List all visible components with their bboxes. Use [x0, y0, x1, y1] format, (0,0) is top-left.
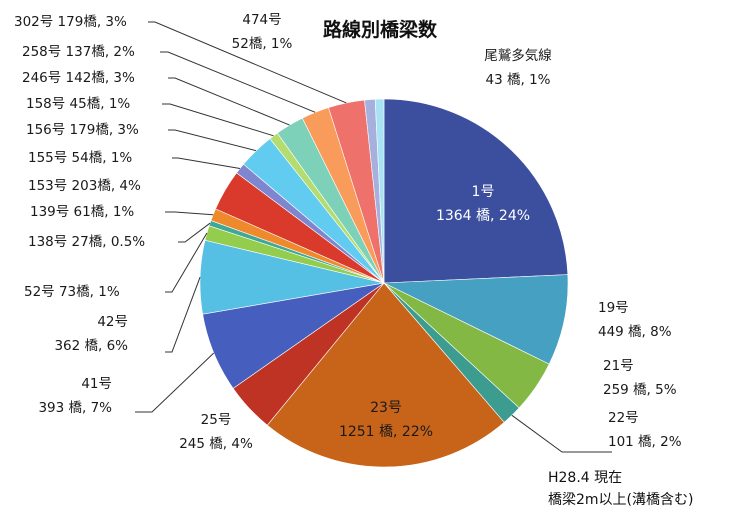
slice-label-name: 52号 73橋, 1% — [24, 284, 120, 300]
leader-line — [148, 21, 347, 104]
slice-label-name: 246号 142橋, 3% — [22, 70, 135, 86]
slice-label-name: 23号 — [370, 400, 402, 416]
leader-line — [511, 414, 612, 453]
slice-label-name: 153号 203橋, 4% — [28, 178, 141, 194]
leader-line — [178, 222, 211, 243]
chart-note-scope: 橋梁2m以上(溝橋含む) — [548, 492, 693, 508]
slice-label-name: 25号 — [201, 412, 232, 428]
pie-slice — [266, 282, 505, 468]
slice-label-value: 1364 橋, 24% — [436, 208, 530, 224]
slice-label-value: 52橋, 1% — [232, 36, 293, 52]
slice-label-name: 22号 — [608, 410, 639, 426]
leader-line — [165, 232, 208, 293]
slice-label-value: 43 橋, 1% — [486, 72, 551, 88]
slice-label-name: 19号 — [598, 300, 629, 316]
slice-label-name: 158号 45橋, 1% — [26, 96, 130, 112]
leader-line — [162, 103, 274, 137]
slice-labels: 1号 1364 橋, 24% 19号 449 橋, 8% 21号 259 橋, 5% 22号… — [14, 12, 682, 452]
slice-label-value: 449 橋, 8% — [598, 324, 672, 340]
slice-label-value: 1251 橋, 22% — [339, 424, 433, 440]
chart-note-date: H28.4 現在 — [548, 470, 622, 486]
slice-label-value: 393 橋, 7% — [38, 400, 112, 416]
slice-label-name: 41号 — [81, 376, 112, 392]
leader-line — [165, 276, 201, 353]
leader-line — [165, 211, 214, 216]
slice-label-value: 259 橋, 5% — [603, 382, 677, 398]
slice-label-name: 尾鷲多気線 — [484, 47, 552, 64]
slice-label-name: 258号 137橋, 2% — [22, 44, 135, 60]
slice-label-value: 245 橋, 4% — [179, 436, 253, 452]
slice-label-name: 302号 179橋, 3% — [14, 14, 127, 30]
slice-label-name: 1号 — [472, 184, 495, 200]
leader-lines — [135, 21, 612, 453]
leader-line — [168, 77, 290, 126]
slice-label-name: 139号 61橋, 1% — [30, 204, 134, 220]
pie-slice — [374, 98, 385, 284]
leader-line — [172, 157, 241, 169]
slice-label-value: 101 橋, 2% — [608, 434, 682, 450]
chart-title: 路線別橋梁数 — [323, 18, 438, 41]
leader-line — [160, 51, 316, 113]
pie-slice — [383, 98, 569, 284]
slice-label-name: 42号 — [97, 314, 128, 330]
pie-slices — [199, 98, 569, 468]
slice-label-name: 155号 54橋, 1% — [28, 150, 132, 166]
leader-line — [135, 352, 215, 413]
pie-slice — [383, 274, 569, 365]
leader-line — [168, 129, 257, 152]
slice-label-name: 138号 27橋, 0.5% — [28, 234, 145, 250]
slice-label-name: 156号 179橋, 3% — [26, 122, 139, 138]
slice-label-name: 21号 — [603, 358, 634, 374]
slice-label-name: 474号 — [242, 12, 281, 28]
slice-label-value: 362 橋, 6% — [54, 338, 128, 354]
